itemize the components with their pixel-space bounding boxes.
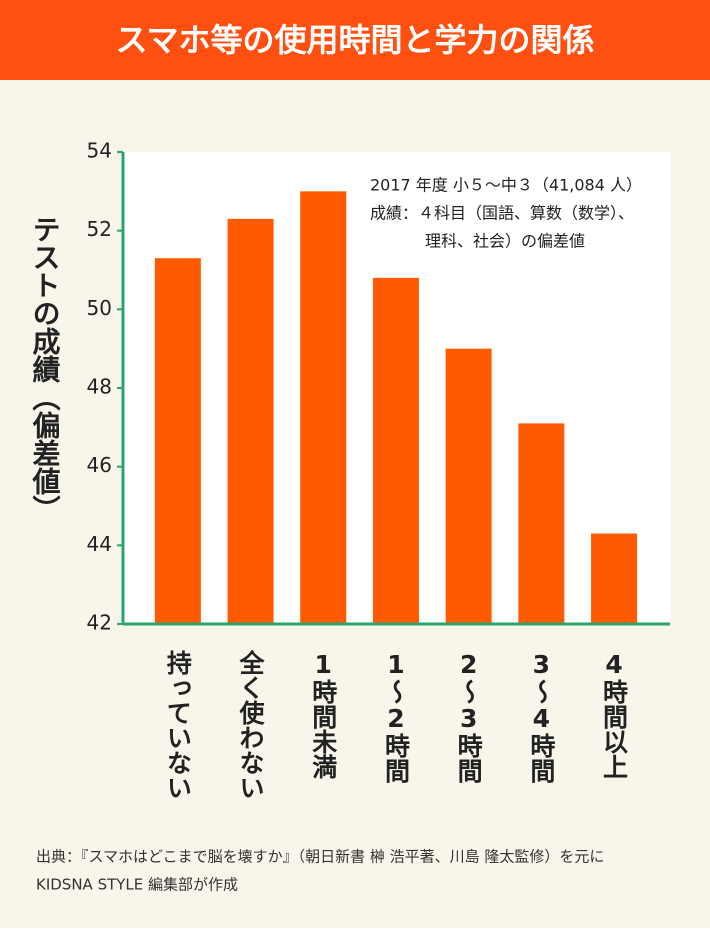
annotation: 成績：４科目（国語、算数（数学）、	[370, 204, 634, 223]
bar	[154, 258, 201, 624]
source: 出典：『スマホはどこまで脳を壊すか』（朝日新書 榊 浩平著、川島 隆太監修）を元…	[36, 848, 604, 866]
x-tick-label: 持っていない	[163, 650, 192, 800]
y-tick-label: 52	[87, 217, 112, 241]
bar	[372, 277, 419, 624]
y-tick-label: 42	[87, 611, 112, 635]
y-tick-label: 50	[87, 296, 112, 320]
source: KIDSNA STYLE 編集部が作成	[36, 876, 238, 894]
x-tick-label: 3～4時間	[527, 650, 556, 783]
y-tick-label: 54	[87, 139, 112, 163]
x-tick-label: 2～3時間	[454, 650, 483, 783]
annotation: 理科、社会）の偏差値	[425, 232, 585, 251]
chart-title: スマホ等の使用時間と学力の関係	[115, 21, 594, 59]
x-tick-label: 全く使わない	[236, 649, 265, 800]
x-tick-label: 4時間以上	[600, 650, 629, 779]
bar	[445, 348, 492, 624]
x-tick-label: 1～2時間	[381, 650, 410, 783]
y-tick-label: 44	[87, 532, 112, 556]
bar	[227, 218, 274, 624]
bar	[300, 191, 347, 625]
y-axis-label: テストの成績（偏差値）	[29, 215, 62, 523]
annotation: 2017 年度 小５～中３（41,084 人）	[370, 176, 642, 195]
header	[0, 0, 710, 80]
bar	[591, 533, 638, 624]
y-tick-label: 46	[87, 453, 112, 477]
y-tick-label: 48	[87, 375, 112, 399]
bar	[518, 423, 565, 624]
x-tick-label: 1時間未満	[309, 650, 338, 780]
